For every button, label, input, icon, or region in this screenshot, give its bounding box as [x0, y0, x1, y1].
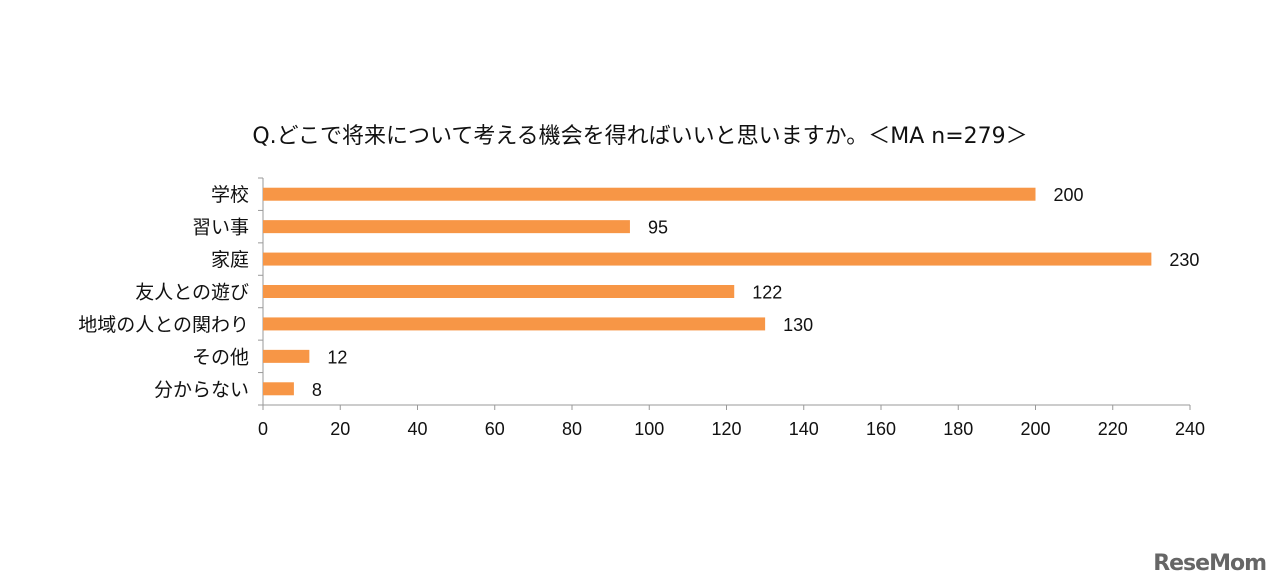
data-label: 122: [752, 283, 782, 303]
category-label: その他: [192, 346, 249, 368]
bar-7: [263, 382, 294, 396]
bar-2: [263, 220, 630, 234]
data-label: 12: [327, 347, 347, 367]
resemom-logo: ReseMom: [1153, 551, 1267, 576]
category-label: 地域の人との関わり: [78, 314, 249, 336]
x-tick-label: 40: [407, 419, 427, 439]
category-label: 友人との遊び: [135, 282, 249, 304]
x-tick-label: 60: [485, 419, 505, 439]
x-tick-label: 240: [1175, 419, 1205, 439]
chart-title: Q.どこで将来について考える機会を得ればいいと思いますか。＜MA n=279＞: [252, 124, 1028, 149]
data-label: 130: [783, 315, 813, 335]
x-tick-label: 100: [634, 419, 664, 439]
x-tick-label: 120: [711, 419, 741, 439]
x-tick-label: 160: [866, 419, 896, 439]
bar-4: [263, 285, 735, 298]
x-tick-label: 0: [258, 419, 268, 439]
bar-1: [263, 187, 1036, 201]
category-label: 分からない: [154, 379, 249, 401]
x-tick-label: 200: [1020, 419, 1050, 439]
x-tick-label: 180: [943, 419, 973, 439]
category-label: 家庭: [211, 249, 249, 271]
x-tick-label: 140: [789, 419, 819, 439]
bar-3: [263, 252, 1152, 266]
category-label: 習い事: [192, 217, 249, 239]
data-label: 230: [1169, 250, 1199, 270]
x-tick-label: 220: [1098, 419, 1128, 439]
data-label: 8: [312, 380, 322, 400]
bar-6: [263, 349, 310, 363]
x-tick-label: 80: [562, 419, 582, 439]
x-tick-label: 20: [330, 419, 350, 439]
bar-5: [263, 317, 766, 331]
category-label: 学校: [211, 184, 249, 206]
data-label: 200: [1054, 185, 1084, 205]
data-label: 95: [648, 218, 668, 238]
